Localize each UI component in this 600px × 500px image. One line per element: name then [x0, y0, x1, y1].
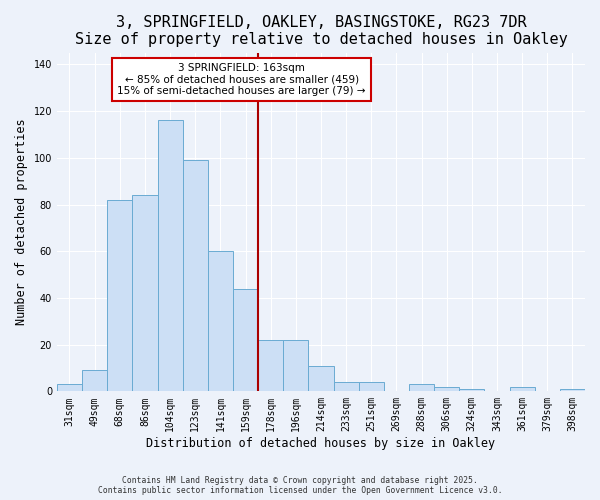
Title: 3, SPRINGFIELD, OAKLEY, BASINGSTOKE, RG23 7DR
Size of property relative to detac: 3, SPRINGFIELD, OAKLEY, BASINGSTOKE, RG2…: [74, 15, 568, 48]
Bar: [158, 120, 182, 392]
Bar: [560, 389, 585, 392]
Bar: [82, 370, 107, 392]
Bar: [409, 384, 434, 392]
Bar: [434, 386, 459, 392]
Bar: [107, 200, 133, 392]
Bar: [359, 382, 384, 392]
Bar: [57, 384, 82, 392]
X-axis label: Distribution of detached houses by size in Oakley: Distribution of detached houses by size …: [146, 437, 496, 450]
Bar: [459, 389, 484, 392]
Text: 3 SPRINGFIELD: 163sqm
← 85% of detached houses are smaller (459)
15% of semi-det: 3 SPRINGFIELD: 163sqm ← 85% of detached …: [118, 63, 366, 96]
Bar: [133, 195, 158, 392]
Y-axis label: Number of detached properties: Number of detached properties: [15, 118, 28, 326]
Text: Contains HM Land Registry data © Crown copyright and database right 2025.
Contai: Contains HM Land Registry data © Crown c…: [98, 476, 502, 495]
Bar: [233, 288, 258, 392]
Bar: [308, 366, 334, 392]
Bar: [283, 340, 308, 392]
Bar: [334, 382, 359, 392]
Bar: [208, 251, 233, 392]
Bar: [258, 340, 283, 392]
Bar: [509, 386, 535, 392]
Bar: [182, 160, 208, 392]
